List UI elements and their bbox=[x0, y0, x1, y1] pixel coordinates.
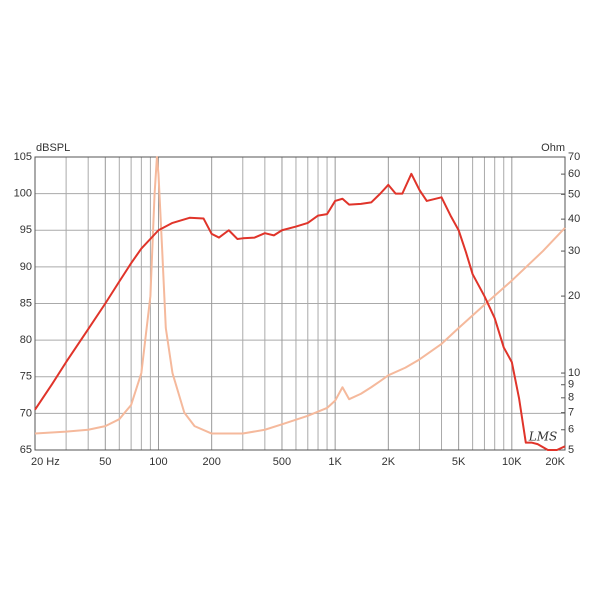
y2-tick-label: 30 bbox=[568, 245, 580, 257]
watermark: LMS bbox=[528, 430, 557, 444]
x-tick-label: 2K bbox=[382, 456, 396, 468]
x-tick-label: 1K bbox=[328, 456, 342, 468]
y2-tick-label: 50 bbox=[568, 188, 580, 200]
y2-tick-label: 7 bbox=[568, 407, 574, 419]
data-line bbox=[34, 156, 566, 435]
y-tick-label: 75 bbox=[20, 371, 32, 383]
y2-tick-label: 20 bbox=[568, 290, 580, 302]
y-tick-label: 90 bbox=[20, 261, 32, 273]
y2-tick-label: 5 bbox=[568, 444, 574, 456]
y-tick-label: 100 bbox=[14, 188, 32, 200]
y2-tick-label: 60 bbox=[568, 168, 580, 180]
y2-tick-label: 10 bbox=[568, 367, 580, 379]
y-axis-label: dBSPL bbox=[36, 142, 70, 154]
y2-tick-label: 6 bbox=[568, 424, 574, 436]
y2-axis-label: Ohm bbox=[541, 142, 565, 154]
x-tick-label: 200 bbox=[202, 456, 220, 468]
y2-tick-label: 40 bbox=[568, 213, 580, 225]
x-tick-label: 500 bbox=[273, 456, 291, 468]
y-tick-label: 70 bbox=[20, 407, 32, 419]
y2-tick-label: 70 bbox=[568, 151, 580, 163]
x-tick-label: 5K bbox=[452, 456, 466, 468]
x-tick-label: 10K bbox=[502, 456, 522, 468]
y2-tick-label: 9 bbox=[568, 379, 574, 391]
x-tick-label: 100 bbox=[149, 456, 167, 468]
x-tick-label: 20K bbox=[545, 456, 565, 468]
x-tick-label: 20 Hz bbox=[31, 456, 60, 468]
y-tick-label: 95 bbox=[20, 224, 32, 236]
y-tick-label: 65 bbox=[20, 444, 32, 456]
data-line bbox=[34, 172, 566, 451]
plot-frame bbox=[34, 156, 566, 451]
y-tick-label: 80 bbox=[20, 334, 32, 346]
y-tick-label: 85 bbox=[20, 297, 32, 309]
y-tick-label: 105 bbox=[14, 151, 32, 163]
y2-tick-label: 8 bbox=[568, 392, 574, 404]
x-tick-label: 50 bbox=[99, 456, 111, 468]
